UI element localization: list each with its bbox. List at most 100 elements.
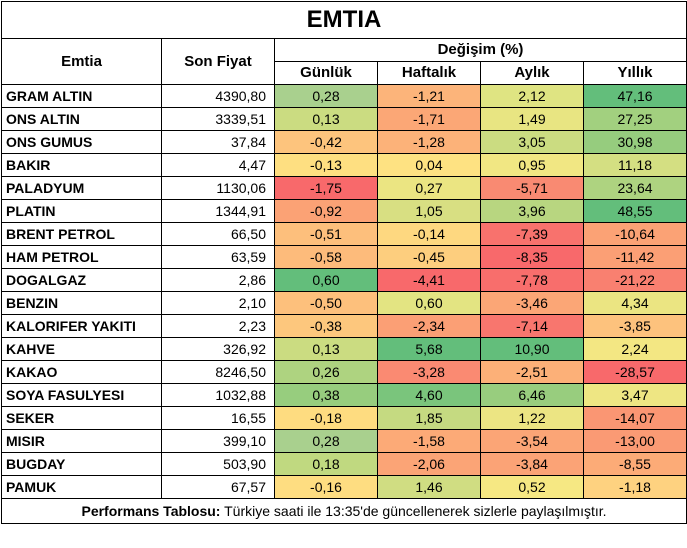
last-price-cell: 2,86 <box>161 268 275 292</box>
weekly-change-cell: -3,28 <box>377 360 481 384</box>
commodity-name-cell: KALORIFER YAKITI <box>1 314 162 338</box>
daily-change-cell: -0,92 <box>274 199 378 223</box>
last-price-cell: 37,84 <box>161 130 275 154</box>
daily-change-cell: -0,50 <box>274 291 378 315</box>
monthly-change-cell: -3,84 <box>480 452 584 476</box>
yearly-change-cell: 27,25 <box>582 107 687 131</box>
commodity-name-cell: BENZIN <box>1 291 162 315</box>
weekly-change-cell: 0,27 <box>377 176 481 200</box>
yearly-change-cell: 23,64 <box>582 176 687 200</box>
monthly-change-cell: 6,46 <box>480 383 584 407</box>
monthly-change-cell: -8,35 <box>480 245 584 269</box>
last-price-cell: 1032,88 <box>161 383 275 407</box>
table-row: BAKIR 4,47 -0,13 0,04 0,95 11,18 <box>1 153 687 177</box>
monthly-change-cell: 0,52 <box>480 475 584 499</box>
last-price-cell: 1344,91 <box>161 199 275 223</box>
weekly-change-cell: -1,28 <box>377 130 481 154</box>
table-row: KAKAO 8246,50 0,26 -3,28 -2,51 -28,57 <box>1 360 687 384</box>
table-row: ONS GUMUS 37,84 -0,42 -1,28 3,05 30,98 <box>1 130 687 154</box>
table-row: BENZIN 2,10 -0,50 0,60 -3,46 4,34 <box>1 291 687 315</box>
commodity-name-cell: HAM PETROL <box>1 245 162 269</box>
weekly-change-cell: 5,68 <box>377 337 481 361</box>
weekly-change-cell: -0,14 <box>377 222 481 246</box>
commodity-name-cell: SOYA FASULYESI <box>1 383 162 407</box>
yearly-change-cell: 48,55 <box>582 199 687 223</box>
commodity-name-cell: GRAM ALTIN <box>1 84 162 108</box>
table-row: MISIR 399,10 0,28 -1,58 -3,54 -13,00 <box>1 429 687 453</box>
weekly-change-cell: 0,60 <box>377 291 481 315</box>
table-row: PLATIN 1344,91 -0,92 1,05 3,96 48,55 <box>1 199 687 223</box>
last-price-cell: 399,10 <box>161 429 275 453</box>
monthly-change-cell: -7,14 <box>480 314 584 338</box>
table-row: BUGDAY 503,90 0,18 -2,06 -3,84 -8,55 <box>1 452 687 476</box>
yearly-change-cell: -3,85 <box>582 314 687 338</box>
monthly-change-cell: -5,71 <box>480 176 584 200</box>
yearly-change-cell: 2,24 <box>582 337 687 361</box>
monthly-change-cell: 1,49 <box>480 107 584 131</box>
commodity-name-cell: ONS GUMUS <box>1 130 162 154</box>
commodity-name-cell: KAKAO <box>1 360 162 384</box>
table-row: DOGALGAZ 2,86 0,60 -4,41 -7,78 -21,22 <box>1 268 687 292</box>
yearly-change-cell: 3,47 <box>582 383 687 407</box>
yearly-change-cell: -28,57 <box>582 360 687 384</box>
yearly-change-cell: 47,16 <box>582 84 687 108</box>
table-row: GRAM ALTIN 4390,80 0,28 -1,21 2,12 47,16 <box>1 84 687 108</box>
yearly-change-cell: 4,34 <box>582 291 687 315</box>
last-price-cell: 16,55 <box>161 406 275 430</box>
daily-change-cell: 0,26 <box>274 360 378 384</box>
table-title: EMTIA <box>0 1 687 39</box>
last-price-cell: 8246,50 <box>161 360 275 384</box>
table-body: GRAM ALTIN 4390,80 0,28 -1,21 2,12 47,16 ONS A… <box>1 84 687 499</box>
footer-text: Türkiye saati ile 13:35'de güncellenerek… <box>220 503 607 519</box>
monthly-change-cell: -2,51 <box>480 360 584 384</box>
last-price-cell: 2,10 <box>161 291 275 315</box>
daily-change-cell: 0,28 <box>274 429 378 453</box>
table-row: SOYA FASULYESI 1032,88 0,38 4,60 6,46 3,47 <box>1 383 687 407</box>
weekly-change-cell: 4,60 <box>377 383 481 407</box>
last-price-cell: 326,92 <box>161 337 275 361</box>
table-row: HAM PETROL 63,59 -0,58 -0,45 -8,35 -11,42 <box>1 245 687 269</box>
daily-change-cell: 0,60 <box>274 268 378 292</box>
weekly-change-cell: -2,06 <box>377 452 481 476</box>
daily-change-cell: 0,18 <box>274 452 378 476</box>
monthly-change-cell: -7,39 <box>480 222 584 246</box>
header-monthly: Aylık <box>480 61 584 85</box>
table-row: PAMUK 67,57 -0,16 1,46 0,52 -1,18 <box>1 475 687 499</box>
table-row: SEKER 16,55 -0,18 1,85 1,22 -14,07 <box>1 406 687 430</box>
commodity-name-cell: KAHVE <box>1 337 162 361</box>
weekly-change-cell: 1,05 <box>377 199 481 223</box>
commodity-name-cell: SEKER <box>1 406 162 430</box>
last-price-cell: 67,57 <box>161 475 275 499</box>
daily-change-cell: 0,13 <box>274 107 378 131</box>
last-price-cell: 3339,51 <box>161 107 275 131</box>
weekly-change-cell: -0,45 <box>377 245 481 269</box>
last-price-cell: 4,47 <box>161 153 275 177</box>
last-price-cell: 503,90 <box>161 452 275 476</box>
table-row: BRENT PETROL 66,50 -0,51 -0,14 -7,39 -10,64 <box>1 222 687 246</box>
weekly-change-cell: -4,41 <box>377 268 481 292</box>
monthly-change-cell: -3,46 <box>480 291 584 315</box>
weekly-change-cell: 1,85 <box>377 406 481 430</box>
daily-change-cell: -0,18 <box>274 406 378 430</box>
yearly-change-cell: -11,42 <box>582 245 687 269</box>
daily-change-cell: -0,16 <box>274 475 378 499</box>
last-price-cell: 63,59 <box>161 245 275 269</box>
commodity-table: EMTIA Emtia Son Fiyat Değişim (%) Günlük… <box>0 1 687 524</box>
header-last-price: Son Fiyat <box>161 38 275 85</box>
monthly-change-cell: -7,78 <box>480 268 584 292</box>
weekly-change-cell: -1,58 <box>377 429 481 453</box>
commodity-name-cell: PAMUK <box>1 475 162 499</box>
yearly-change-cell: -13,00 <box>582 429 687 453</box>
yearly-change-cell: 11,18 <box>582 153 687 177</box>
weekly-change-cell: -1,21 <box>377 84 481 108</box>
commodity-name-cell: MISIR <box>1 429 162 453</box>
table-row: ONS ALTIN 3339,51 0,13 -1,71 1,49 27,25 <box>1 107 687 131</box>
table-row: PALADYUM 1130,06 -1,75 0,27 -5,71 23,64 <box>1 176 687 200</box>
yearly-change-cell: 30,98 <box>582 130 687 154</box>
daily-change-cell: -0,51 <box>274 222 378 246</box>
commodity-name-cell: BAKIR <box>1 153 162 177</box>
header-weekly: Haftalık <box>377 61 481 85</box>
last-price-cell: 2,23 <box>161 314 275 338</box>
commodity-name-cell: PLATIN <box>1 199 162 223</box>
